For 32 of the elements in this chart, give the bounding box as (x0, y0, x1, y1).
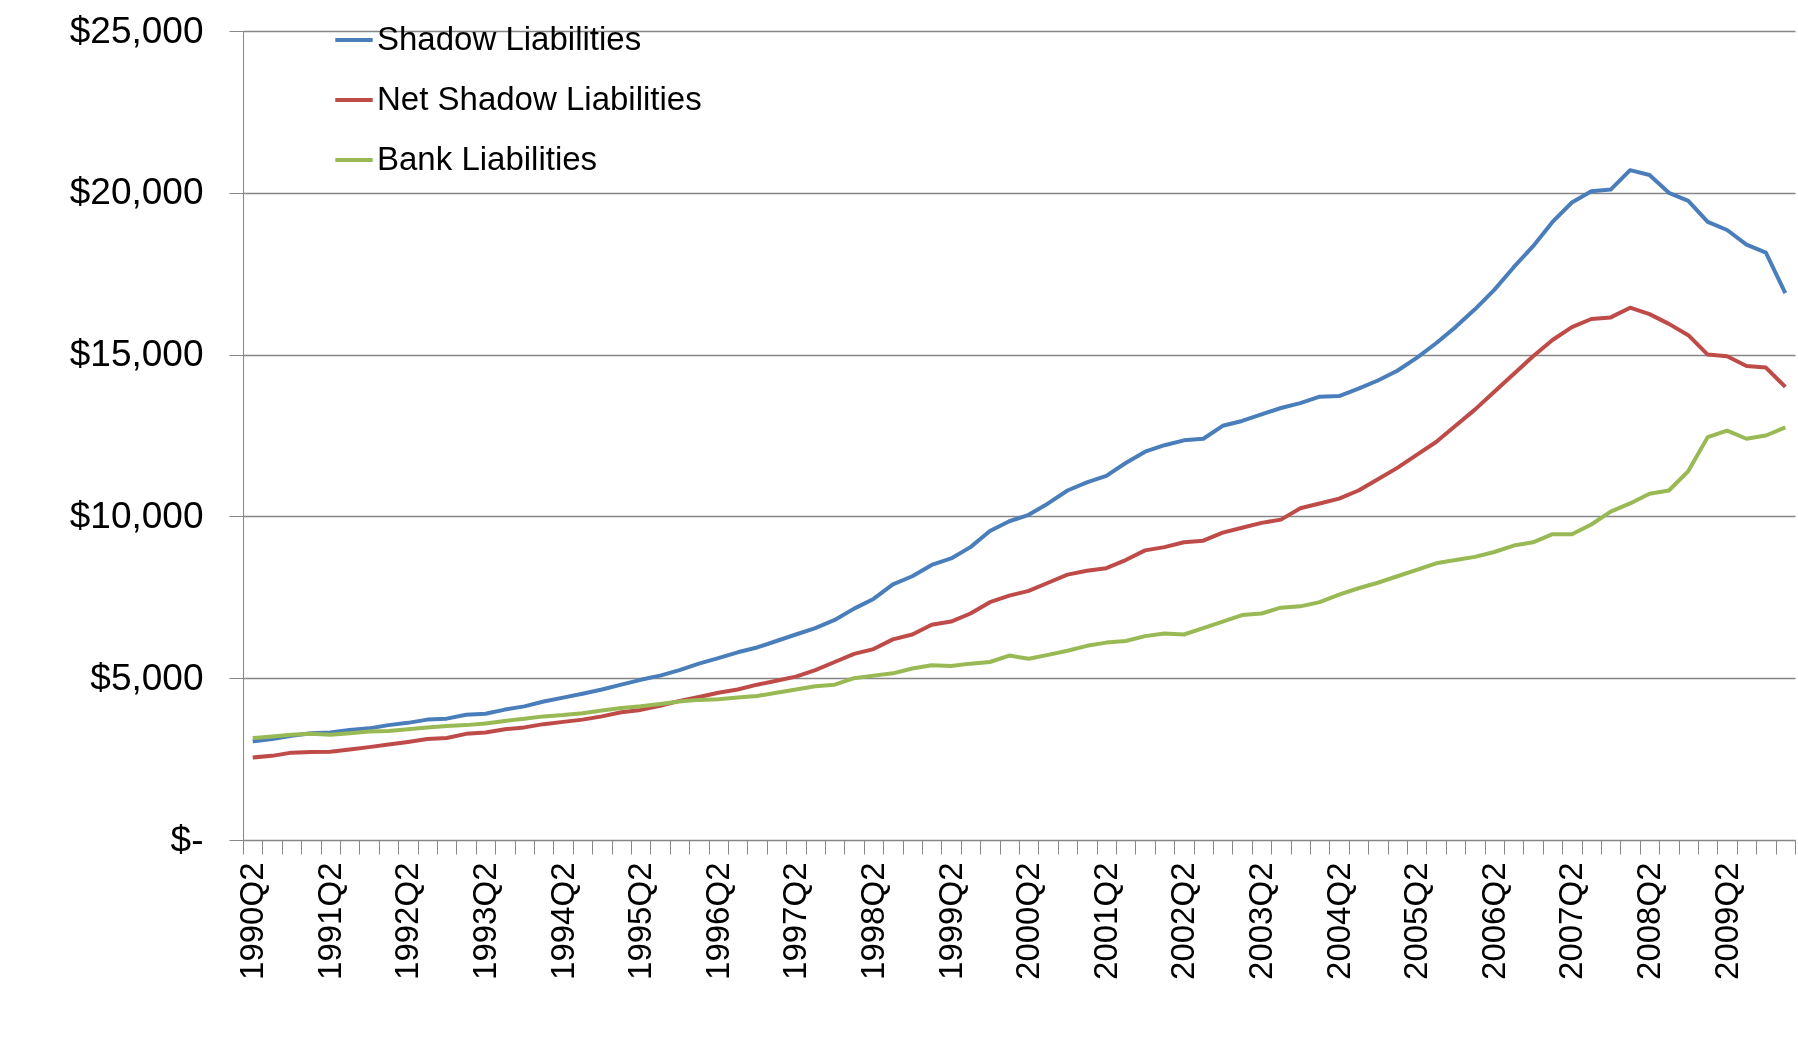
x-tick-label: 2003Q2 (1242, 862, 1279, 980)
x-tick-label: 1990Q2 (233, 862, 271, 980)
x-tick-label: 1998Q2 (854, 862, 891, 980)
x-tick-label: 1999Q2 (931, 862, 969, 980)
legend-label: Bank Liabilities (377, 140, 598, 177)
x-tick-label: 2009Q2 (1707, 862, 1745, 980)
x-tick-label: 1997Q2 (776, 862, 814, 980)
x-tick-label: 2000Q2 (1009, 862, 1047, 980)
x-tick-label: 2005Q2 (1397, 862, 1435, 980)
line-series (250, 168, 1788, 744)
y-tick-label: $20,000 (69, 171, 204, 213)
x-tick-label: 1993Q2 (466, 862, 503, 980)
legend-label: Shadow Liabilities (377, 20, 642, 57)
line-series (250, 305, 1788, 760)
x-tick-label: 1995Q2 (621, 862, 659, 980)
x-tick-label: 1992Q2 (388, 862, 426, 980)
x-tick-label: 2002Q2 (1164, 862, 1202, 980)
x-tick-label: 1994Q2 (543, 862, 581, 980)
x-tick-label: 1991Q2 (310, 862, 348, 980)
y-tick-label: $15,000 (69, 333, 204, 375)
x-tick-label: 2007Q2 (1552, 862, 1590, 980)
x-tick-label: 2004Q2 (1319, 862, 1357, 980)
x-tick-label: 2008Q2 (1630, 862, 1667, 980)
y-tick-label: $5,000 (90, 656, 204, 698)
y-tick-label: $25,000 (69, 9, 204, 51)
y-tick-label: $10,000 (69, 494, 204, 536)
line-series (250, 425, 1788, 741)
x-tick-label: 2006Q2 (1474, 862, 1512, 980)
y-tick-label: $- (170, 818, 204, 860)
legend-label: Net Shadow Liabilities (377, 80, 702, 117)
x-tick-label: 1996Q2 (698, 862, 736, 980)
x-tick-label: 2001Q2 (1086, 862, 1124, 980)
